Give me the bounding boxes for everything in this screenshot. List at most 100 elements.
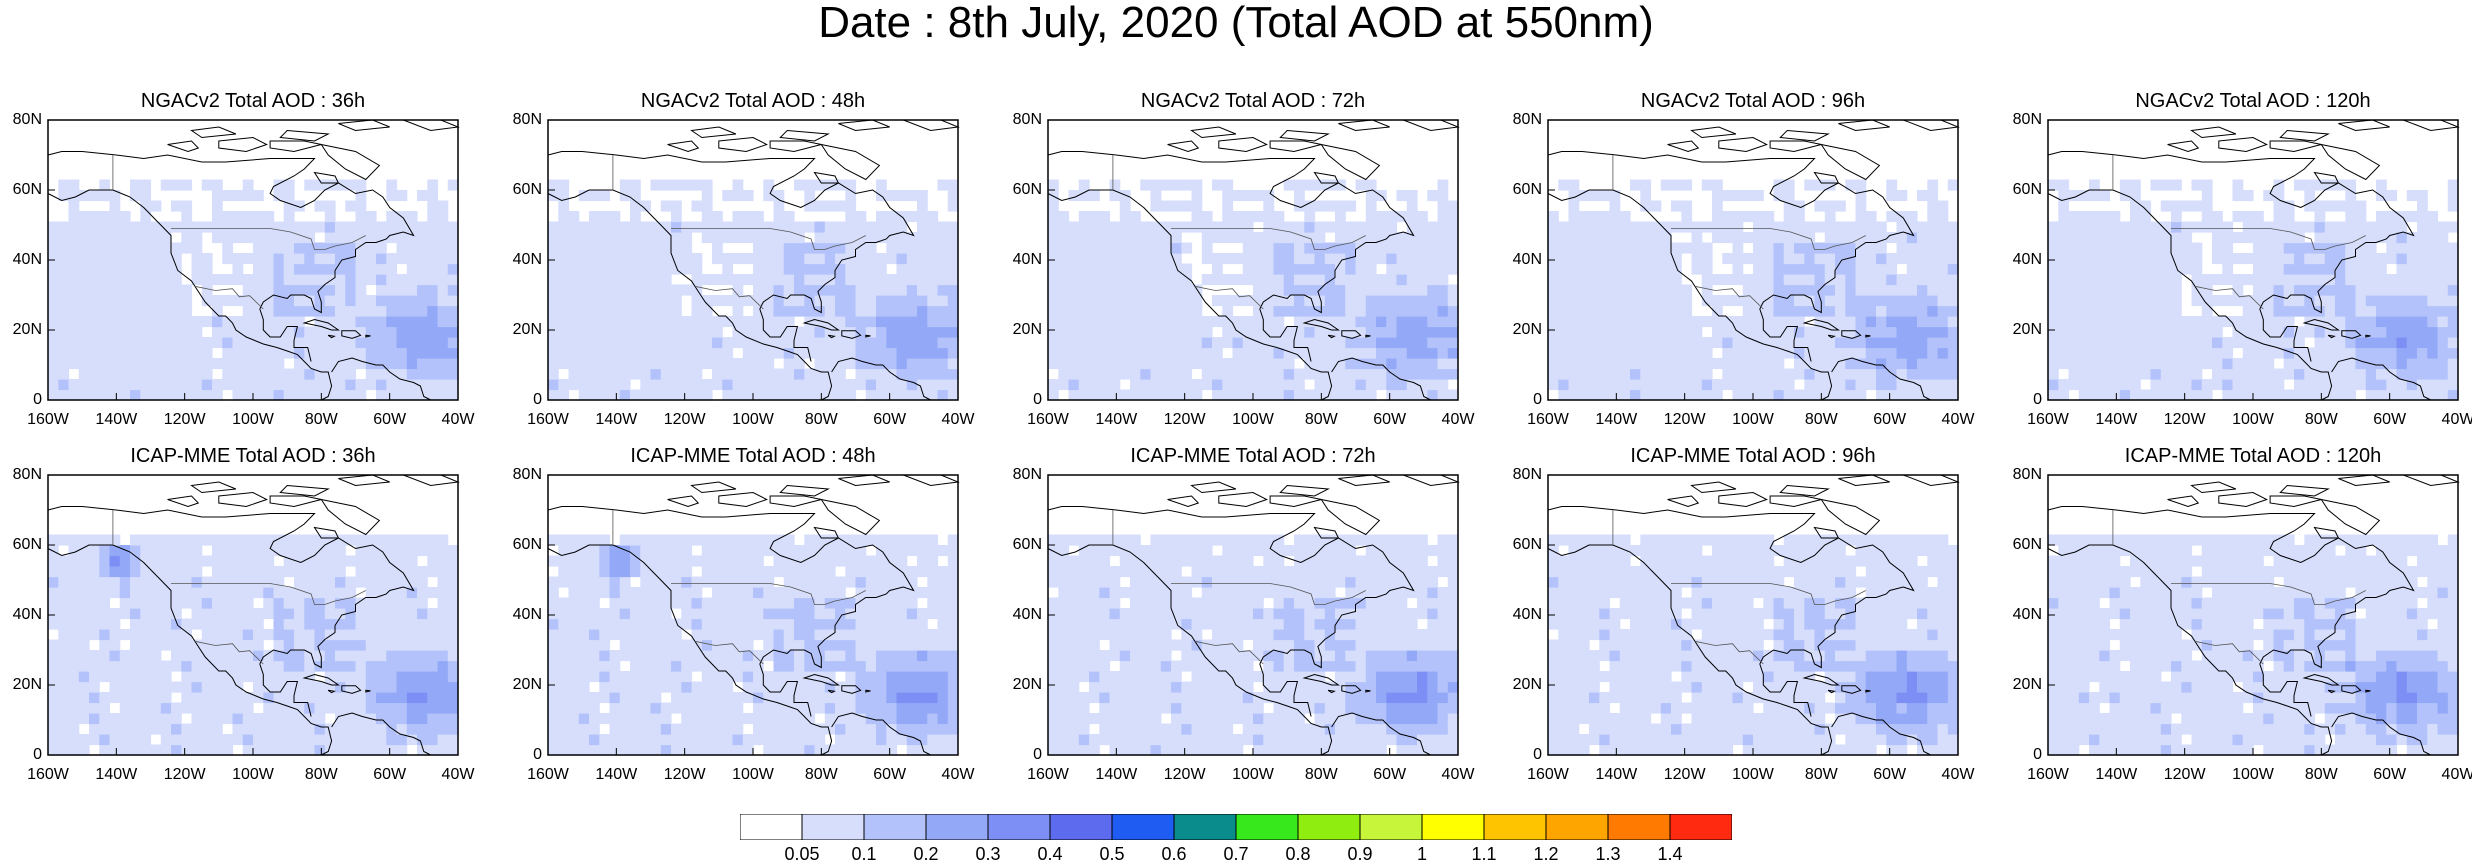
x-tick-label: 120W xyxy=(1164,412,1206,428)
x-tick-label: 60W xyxy=(373,767,406,783)
colorbar-label: 0.6 xyxy=(1161,845,1186,863)
x-tick-label: 80W xyxy=(305,412,338,428)
y-tick-label: 40N xyxy=(513,607,542,623)
y-tick-label: 0 xyxy=(1033,747,1042,763)
x-tick-label: 60W xyxy=(2373,767,2406,783)
colorbar-label: 1.2 xyxy=(1533,845,1558,863)
y-tick-label: 80N xyxy=(13,467,42,483)
x-tick-label: 140W xyxy=(2095,412,2137,428)
x-tick-label: 140W xyxy=(1595,412,1637,428)
x-tick-label: 160W xyxy=(27,412,69,428)
y-tick-label: 20N xyxy=(13,677,42,693)
colorbar-swatch xyxy=(926,814,988,840)
colorbar-label: 0.1 xyxy=(851,845,876,863)
x-tick-label: 160W xyxy=(1527,767,1569,783)
colorbar-label: 0.9 xyxy=(1347,845,1372,863)
x-tick-label: 120W xyxy=(1164,767,1206,783)
x-tick-label: 100W xyxy=(1732,767,1774,783)
x-tick-label: 120W xyxy=(1664,767,1706,783)
colorbar-swatch xyxy=(1112,814,1174,840)
y-tick-label: 0 xyxy=(2033,747,2042,763)
y-tick-label: 60N xyxy=(513,537,542,553)
colorbar-label: 1.4 xyxy=(1657,845,1682,863)
x-tick-label: 140W xyxy=(595,412,637,428)
y-tick-label: 40N xyxy=(2013,607,2042,623)
y-tick-label: 20N xyxy=(513,322,542,338)
x-tick-label: 120W xyxy=(164,767,206,783)
y-tick-label: 20N xyxy=(1513,677,1542,693)
x-tick-label: 40W xyxy=(442,767,475,783)
x-tick-label: 80W xyxy=(2305,767,2338,783)
colorbar-swatch xyxy=(740,814,802,840)
colorbar-label: 0.2 xyxy=(913,845,938,863)
x-tick-label: 40W xyxy=(1942,412,1975,428)
panel-title: NGACv2 Total AOD : 96h xyxy=(1548,90,1958,112)
panel-title: ICAP-MME Total AOD : 72h xyxy=(1048,445,1458,467)
aod-map xyxy=(2048,475,2458,755)
y-tick-label: 60N xyxy=(1013,537,1042,553)
x-tick-label: 80W xyxy=(805,767,838,783)
x-tick-label: 160W xyxy=(1027,412,1069,428)
aod-map xyxy=(548,475,958,755)
colorbar-swatch xyxy=(1050,814,1112,840)
x-tick-label: 80W xyxy=(1305,412,1338,428)
x-tick-label: 40W xyxy=(442,412,475,428)
x-tick-label: 100W xyxy=(232,767,274,783)
y-tick-label: 80N xyxy=(513,467,542,483)
y-tick-label: 20N xyxy=(1013,677,1042,693)
aod-map xyxy=(1048,120,1458,400)
x-tick-label: 100W xyxy=(732,412,774,428)
x-tick-label: 80W xyxy=(1305,767,1338,783)
x-tick-label: 120W xyxy=(2164,412,2206,428)
x-tick-label: 40W xyxy=(1942,767,1975,783)
y-tick-label: 40N xyxy=(1013,252,1042,268)
y-tick-label: 60N xyxy=(1513,182,1542,198)
x-tick-label: 140W xyxy=(1095,767,1137,783)
colorbar-swatch xyxy=(802,814,864,840)
panel-title: NGACv2 Total AOD : 36h xyxy=(48,90,458,112)
colorbar-label: 0.4 xyxy=(1037,845,1062,863)
x-tick-label: 140W xyxy=(95,767,137,783)
colorbar-swatch xyxy=(1484,814,1546,840)
y-tick-label: 80N xyxy=(1013,112,1042,128)
x-tick-label: 60W xyxy=(2373,412,2406,428)
x-tick-label: 60W xyxy=(373,412,406,428)
colorbar-label: 0.3 xyxy=(975,845,1000,863)
y-tick-label: 80N xyxy=(13,112,42,128)
panel-title: NGACv2 Total AOD : 120h xyxy=(2048,90,2458,112)
x-tick-label: 100W xyxy=(1232,412,1274,428)
x-tick-label: 80W xyxy=(2305,412,2338,428)
y-tick-label: 20N xyxy=(513,677,542,693)
y-tick-label: 20N xyxy=(2013,322,2042,338)
colorbar-swatch xyxy=(1670,814,1732,840)
aod-map xyxy=(1548,475,1958,755)
x-tick-label: 100W xyxy=(1732,412,1774,428)
panel-title: ICAP-MME Total AOD : 96h xyxy=(1548,445,1958,467)
y-tick-label: 60N xyxy=(13,537,42,553)
y-tick-label: 60N xyxy=(1513,537,1542,553)
page-title: Date : 8th July, 2020 (Total AOD at 550n… xyxy=(0,0,2472,60)
y-tick-label: 0 xyxy=(533,747,542,763)
x-tick-label: 40W xyxy=(2442,767,2472,783)
x-tick-label: 60W xyxy=(1873,412,1906,428)
x-tick-label: 160W xyxy=(527,412,569,428)
y-tick-label: 60N xyxy=(2013,182,2042,198)
x-tick-label: 80W xyxy=(805,412,838,428)
x-tick-label: 40W xyxy=(1442,767,1475,783)
x-tick-label: 100W xyxy=(232,412,274,428)
y-tick-label: 40N xyxy=(2013,252,2042,268)
y-tick-label: 40N xyxy=(13,607,42,623)
y-tick-label: 20N xyxy=(2013,677,2042,693)
x-tick-label: 40W xyxy=(1442,412,1475,428)
y-tick-label: 20N xyxy=(1513,322,1542,338)
x-tick-label: 40W xyxy=(2442,412,2472,428)
y-tick-label: 0 xyxy=(33,392,42,408)
x-tick-label: 100W xyxy=(732,767,774,783)
aod-map xyxy=(2048,120,2458,400)
